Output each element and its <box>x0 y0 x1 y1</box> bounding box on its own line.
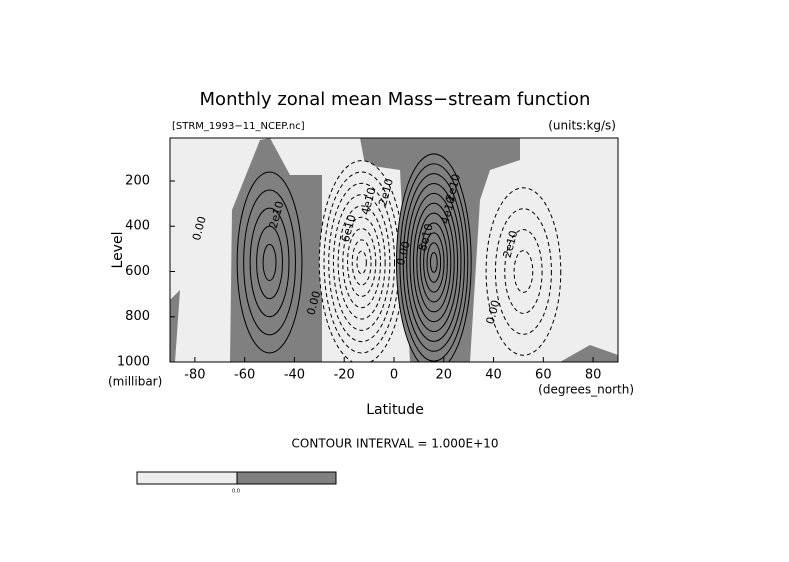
contour-line <box>504 229 543 314</box>
colorbar-swatch <box>136 471 238 485</box>
y-tick-label: 1000 <box>117 355 150 370</box>
contour-label: 0.00 <box>304 290 323 317</box>
contour-line <box>513 250 534 293</box>
x-tick-label: 60 <box>535 368 552 383</box>
y-tick-label: 800 <box>125 309 150 324</box>
contour-line <box>351 239 372 286</box>
x-tick-label: 20 <box>436 368 453 383</box>
contour-line <box>412 202 455 323</box>
contour-line <box>416 212 452 313</box>
x-axis-unit: (degrees_north) <box>538 383 634 397</box>
subtitle-left: [STRM_1993−11_NCEP.nc] <box>172 121 305 132</box>
x-tick-label: 40 <box>485 368 502 383</box>
contour-line <box>426 242 442 283</box>
contour-line <box>342 216 381 309</box>
contour-line <box>402 173 465 352</box>
contour-line <box>347 228 377 297</box>
contour-line <box>328 182 396 343</box>
contour-line <box>236 171 303 354</box>
x-tick-label: 0 <box>390 368 398 383</box>
y-tick-label: 200 <box>125 173 150 188</box>
colorbar-swatch <box>236 471 337 485</box>
y-axis-unit: (millibar) <box>108 375 162 389</box>
contour-label: 0.00 <box>394 240 413 267</box>
x-tick-label: -80 <box>184 368 205 383</box>
plot-area <box>170 138 618 362</box>
contour-line <box>485 187 562 356</box>
subtitle-right: (units:kg/s) <box>548 119 616 133</box>
contour-line <box>262 243 277 282</box>
contour-line <box>399 163 469 362</box>
contour-line <box>249 207 290 318</box>
x-tick-label: -20 <box>334 368 355 383</box>
contour-line <box>409 192 459 333</box>
contour-line <box>332 194 391 331</box>
x-tick-label: -60 <box>234 368 255 383</box>
contour-label: 0.00 <box>484 299 503 326</box>
contour-line <box>406 182 462 342</box>
y-tick-label: 400 <box>125 219 150 234</box>
shaded-region <box>170 290 618 362</box>
contour-line <box>423 232 445 293</box>
colorbar-label: 0.0 <box>232 489 240 495</box>
contour-line <box>337 205 386 320</box>
contour-line <box>419 222 448 303</box>
x-tick-label: 80 <box>585 368 602 383</box>
y-axis-label: Level <box>110 232 126 269</box>
contour-line <box>494 208 552 335</box>
x-axis-label: Latitude <box>366 402 424 418</box>
contour-interval: CONTOUR INTERVAL = 1.000E+10 <box>292 437 499 451</box>
contour-line <box>356 250 367 275</box>
x-tick-label: -40 <box>284 368 305 383</box>
contour-line <box>429 252 438 273</box>
contour-line <box>243 189 296 336</box>
chart-title: Monthly zonal mean Mass−stream function <box>200 89 591 110</box>
contour-line <box>256 225 283 300</box>
y-tick-label: 600 <box>125 264 150 279</box>
contour-label: 0.00 <box>190 215 209 242</box>
